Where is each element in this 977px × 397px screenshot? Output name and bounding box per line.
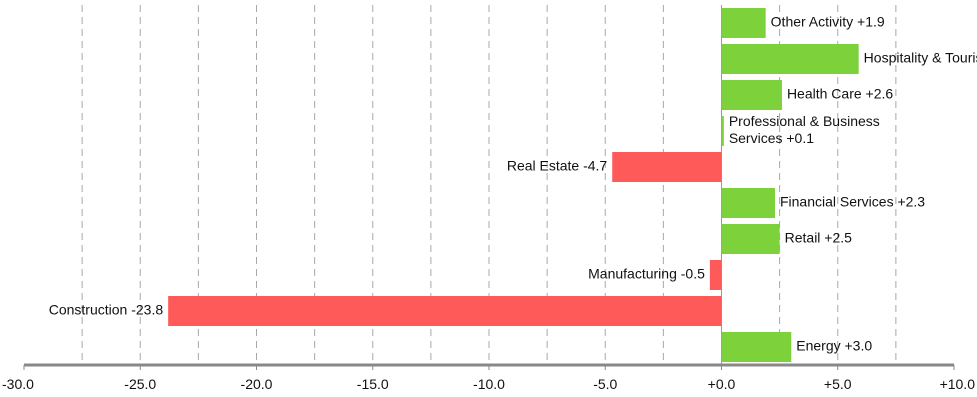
bar-energy xyxy=(721,332,792,362)
bar-other-activity xyxy=(721,8,766,38)
x-axis: -30.0 -25.0 -20.0 -15.0 -10.0 -5.0 +0.0 +5.0 +10… xyxy=(2,363,976,392)
x-tick-label: -10.0 xyxy=(473,376,505,392)
bar-real-estate xyxy=(612,152,722,182)
bar-labels: Other Activity +1.9 Hospitality & Tourism… xyxy=(49,14,977,354)
x-tick-label: -25.0 xyxy=(124,376,156,392)
bar-financial-services xyxy=(721,188,775,218)
bar-label-financial-services: Financial Services +2.3 xyxy=(780,194,925,210)
x-tick-label: +0.0 xyxy=(708,376,736,392)
x-tick-label: -30.0 xyxy=(2,376,34,392)
bar-label-other-activity: Other Activity +1.9 xyxy=(771,14,885,30)
x-tick-label: +10.0 xyxy=(940,376,976,392)
x-tick-label: -15.0 xyxy=(357,376,389,392)
bar-hospitality-tourism xyxy=(721,44,859,74)
bar-label-manufacturing: Manufacturing -0.5 xyxy=(588,266,705,282)
bar-manufacturing xyxy=(709,260,722,290)
bar-label-construction: Construction -23.8 xyxy=(49,302,164,318)
bars xyxy=(168,8,859,362)
bar-label-professional-business-services-line-2: Services +0.1 xyxy=(729,130,814,146)
x-tick-label: +5.0 xyxy=(824,376,852,392)
x-tick-label: -5.0 xyxy=(593,376,617,392)
bar-label-energy: Energy +3.0 xyxy=(796,338,872,354)
bar-label-professional-business-services-line-1: Professional & Business xyxy=(729,113,880,129)
bar-health-care xyxy=(721,80,782,110)
bar-label-health-care: Health Care +2.6 xyxy=(787,86,893,102)
bar-label-hospitality-tourism: Hospitality & Tourism +5.9 xyxy=(864,50,977,66)
bar-label-retail: Retail +2.5 xyxy=(785,230,853,246)
bar-retail xyxy=(721,224,780,254)
bar-construction xyxy=(168,296,722,326)
bar-professional-business-services xyxy=(721,116,724,146)
x-tick-label: -20.0 xyxy=(241,376,273,392)
bar-label-real-estate: Real Estate -4.7 xyxy=(507,158,608,174)
